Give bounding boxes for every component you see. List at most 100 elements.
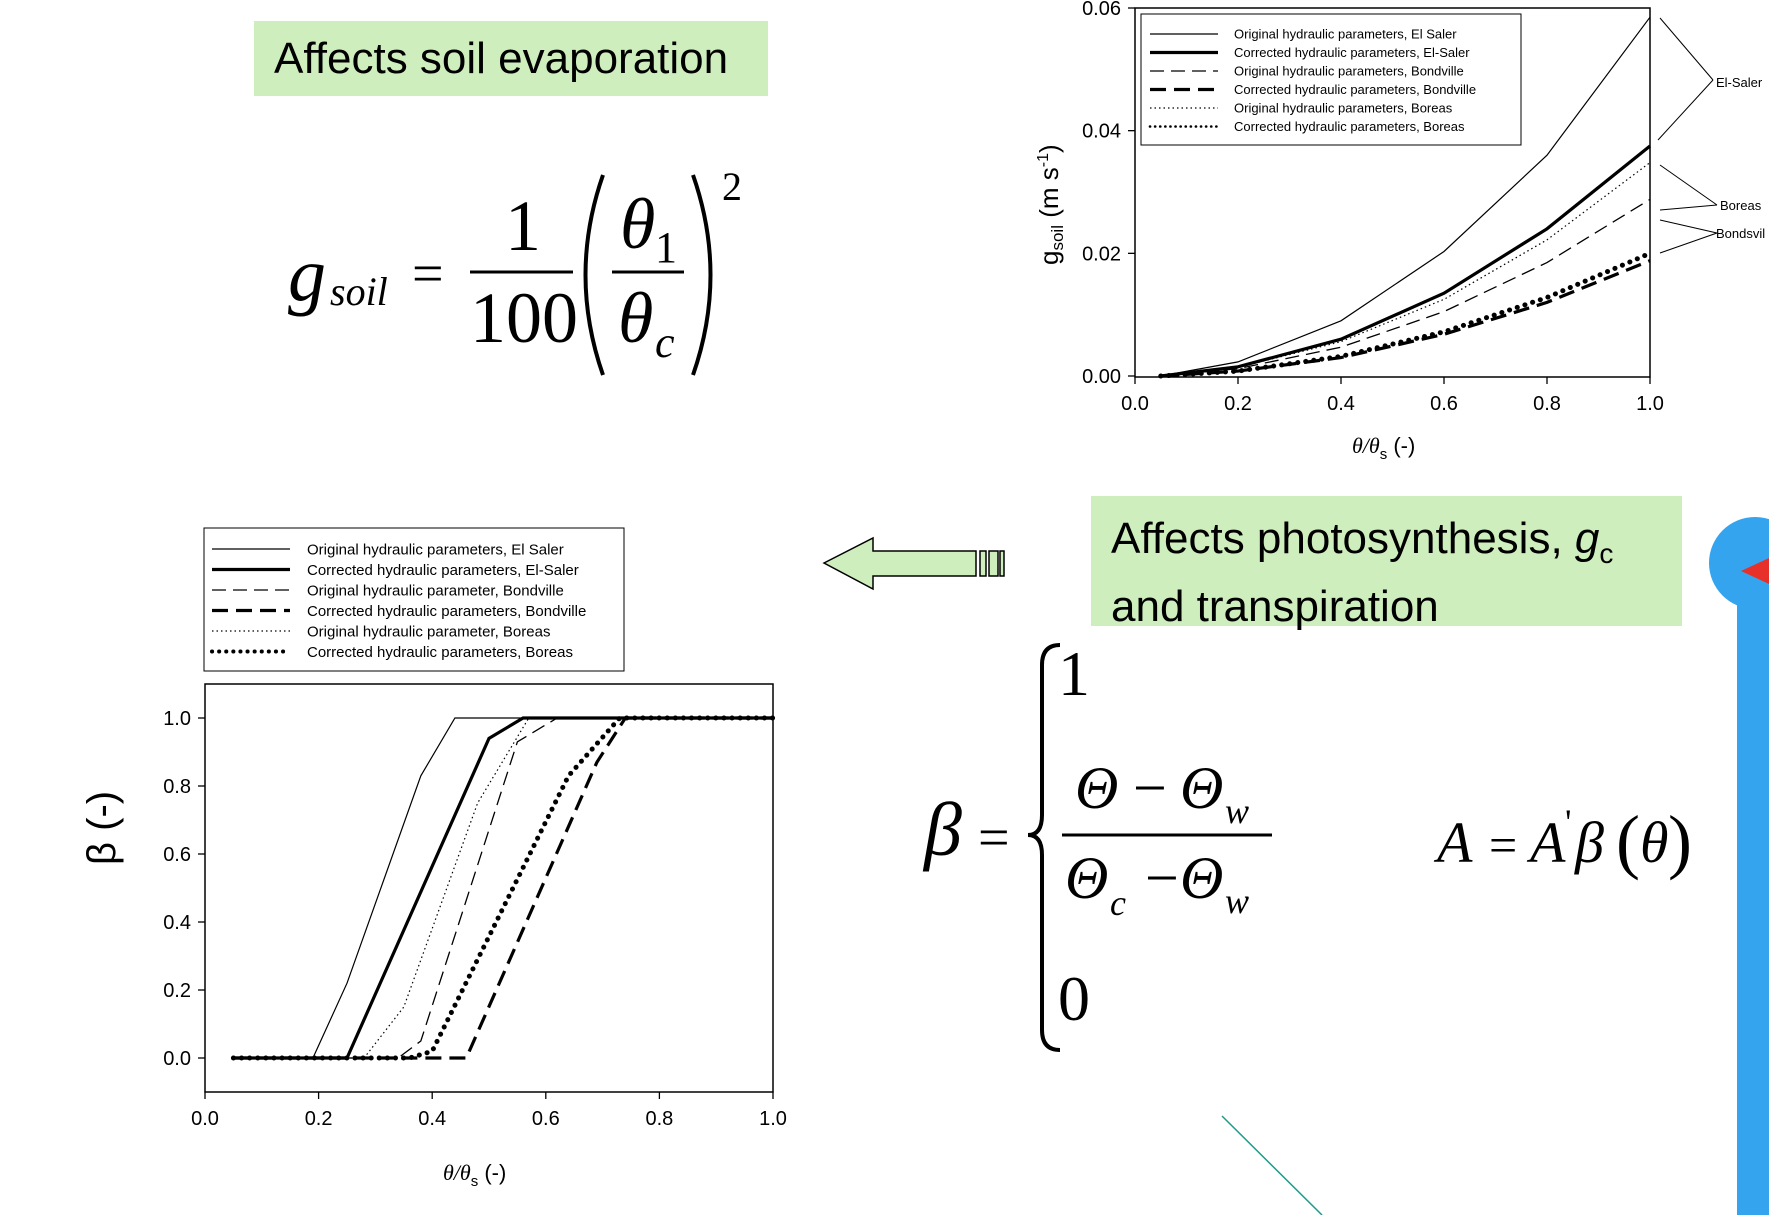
eq-A-beta: β [1574, 810, 1604, 875]
x-tick-label: 1.0 [1636, 393, 1664, 415]
annotation-arrow [1659, 164, 1718, 206]
series-line [233, 717, 773, 1059]
eq-gsoil-sub: soil [330, 269, 388, 314]
x-tick-label: 0.8 [645, 1108, 673, 1130]
eq-gsoil-thetac-sub: c [655, 318, 675, 367]
series-line [1160, 259, 1651, 378]
annotation-arrow [1659, 219, 1718, 234]
eq-gsoil-paren-left [583, 174, 605, 376]
arrow-body [822, 536, 977, 591]
y-tick-label: 0.06 [1082, 0, 1121, 20]
series-line [233, 716, 773, 1060]
x-tick-label: 0.8 [1533, 393, 1561, 415]
beta-ylabel: β (-) [80, 791, 124, 865]
eq-gsoil-thetac: θ [618, 278, 653, 358]
eq-beta-num-minus: − [1133, 755, 1167, 821]
y-tick-label: 0.4 [163, 912, 191, 934]
eq-beta-brace [1027, 643, 1061, 1052]
y-tick-label: 0.8 [163, 776, 191, 798]
eq-A-equals: = [1489, 817, 1517, 873]
x-tick-label: 0.2 [305, 1108, 333, 1130]
eq-A-theta: θ [1640, 810, 1669, 875]
banner-gc-sub: c [1599, 537, 1614, 569]
eq-beta-case-bottom: 0 [1058, 963, 1090, 1034]
eq-beta-lhs: β [922, 788, 962, 872]
arrow-stripe-1 [979, 550, 987, 577]
beta-xlabel: θ/θs (-) [443, 1160, 506, 1190]
series-line [233, 717, 773, 1059]
gsoil-xlabel: θ/θs (-) [1352, 433, 1415, 463]
series-line [1158, 250, 1653, 379]
legend-label: Corrected hydraulic parameters, El-Saler [1234, 45, 1470, 60]
arrow-stripe-3 [999, 550, 1005, 577]
banner-soil-evaporation: Affects soil evaporation [254, 21, 768, 96]
gsoil-legend [1140, 13, 1522, 146]
banner-photo-line1: Affects photosynthesis, [1111, 514, 1575, 563]
annotation-arrow [1659, 232, 1718, 254]
x-tick-label: 0.4 [1327, 393, 1355, 415]
eq-A-paren-open: ( [1616, 801, 1640, 881]
blue-bar-track [1737, 560, 1769, 1215]
annotation-label: El-Saler [1716, 75, 1763, 90]
series-line [1160, 162, 1651, 377]
y-tick-label: 0.0 [163, 1048, 191, 1070]
x-tick-label: 0.4 [418, 1108, 446, 1130]
series-line [230, 715, 776, 1061]
x-tick-label: 0.2 [1224, 393, 1252, 415]
x-tick-label: 0.6 [1430, 393, 1458, 415]
eq-gsoil-denominator: 100 [470, 278, 578, 358]
eq-beta-num-a: Θ [1075, 755, 1118, 821]
legend-label: Original hydraulic parameters, Bondville [1234, 64, 1464, 79]
legend-label: Corrected hydraulic parameters, El-Saler [307, 562, 579, 579]
legend-label: Corrected hydraulic parameters, Bondvill… [307, 603, 586, 620]
eq-beta-den-b-sub: w [1225, 881, 1249, 921]
banner-gc-g: g [1574, 514, 1600, 563]
legend-label: Original hydraulic parameters, Boreas [1234, 101, 1453, 116]
legend-label: Corrected hydraulic parameters, Bondvill… [1234, 82, 1476, 97]
series-line [1160, 16, 1651, 377]
eq-gsoil-theta1-sub: 1 [655, 223, 677, 272]
x-tick-label: 0.0 [1121, 393, 1149, 415]
eq-A-paren-close: ) [1668, 801, 1692, 881]
eq-beta-num-b-sub: w [1225, 791, 1249, 831]
y-tick-label: 0.04 [1082, 121, 1121, 143]
eq-gsoil-theta1: θ [620, 184, 655, 264]
legend-label: Original hydraulic parameter, Boreas [307, 623, 550, 640]
eq-gsoil-numerator: 1 [505, 186, 541, 266]
series-line [233, 717, 773, 1059]
x-tick-label: 0.6 [532, 1108, 560, 1130]
banner-photo-line2: and transpiration [1111, 581, 1439, 631]
y-tick-label: 1.0 [163, 708, 191, 730]
eq-gsoil-exponent: 2 [722, 164, 742, 209]
eq-beta-equals: = [978, 807, 1010, 869]
legend-label: Corrected hydraulic parameters, Boreas [1234, 119, 1465, 134]
annotation-arrow [1659, 204, 1718, 211]
annotation-arrow [1657, 79, 1714, 141]
series-line [233, 716, 773, 1060]
eq-beta-den-b: Θ [1180, 845, 1223, 911]
beta-legend [203, 527, 625, 672]
series-line [1160, 144, 1652, 378]
eq-gsoil-equals: = [412, 243, 444, 305]
legend-label: Original hydraulic parameters, El Saler [307, 541, 564, 558]
y-tick-label: 0.2 [163, 980, 191, 1002]
eq-A-rhs-A: A [1526, 810, 1566, 875]
eq-gsoil-paren-right [691, 174, 713, 376]
banner-photosynthesis: Affects photosynthesis, gc and transpira… [1091, 496, 1682, 631]
arrow-stripe-2 [988, 550, 999, 577]
legend-label: Original hydraulic parameters, El Saler [1234, 27, 1457, 42]
y-tick-label: 0.02 [1082, 243, 1121, 265]
eq-beta-case-top: 1 [1058, 638, 1090, 709]
eq-beta-den-a-sub: c [1110, 883, 1126, 923]
eq-A-prime: ' [1565, 802, 1572, 842]
banner-soil-text: Affects soil evaporation [274, 34, 729, 83]
eq-A-lhs: A [1433, 810, 1473, 875]
